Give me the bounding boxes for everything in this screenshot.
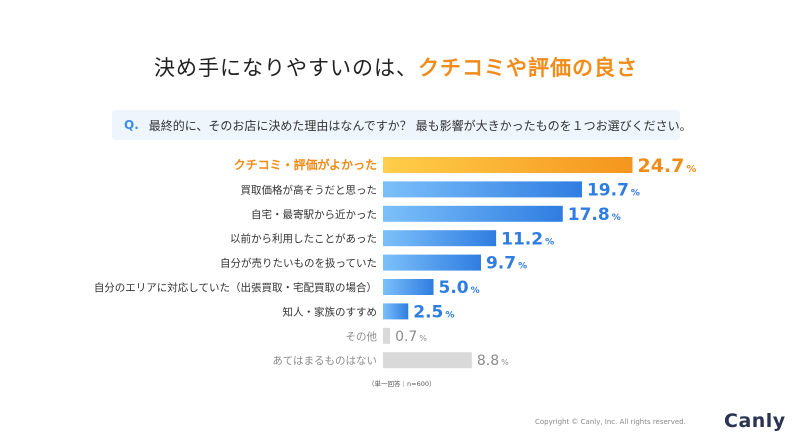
bar: [383, 230, 497, 247]
category-label: クチコミ・評価がよかった: [234, 157, 377, 172]
value-label: 0.7%: [395, 329, 427, 345]
chart-title: 決め手になりやすいのは、クチコミや評価の良さ: [0, 52, 792, 82]
chart-title-highlight: クチコミや評価の良さ: [418, 56, 638, 80]
sample-note: （単一回答｜n=600）: [368, 380, 436, 388]
value-label: 5.0%: [439, 278, 480, 298]
question-mark: Q.: [124, 118, 139, 132]
question-box: Q. 最終的に、そのお店に決めた理由はなんですか？ 最も影響が大きかったものを１…: [112, 110, 692, 140]
value-label: 19.7%: [587, 181, 640, 201]
bar: [383, 303, 409, 320]
bar: [383, 327, 391, 344]
chart-title-main: 決め手になりやすいのは、: [154, 56, 418, 80]
value-label: 24.7%: [637, 155, 696, 177]
bar: [383, 205, 563, 222]
canly-logo: Canly: [724, 410, 786, 432]
bar: [383, 254, 481, 271]
value-label: 8.8%: [477, 353, 509, 369]
copyright-text: Copyright © Canly, Inc. All rights reser…: [535, 418, 686, 426]
category-label: あてはまるものはない: [272, 355, 377, 367]
bar: [383, 181, 582, 198]
bar: [383, 352, 472, 369]
value-label: 2.5%: [413, 303, 454, 323]
bar: [383, 279, 434, 295]
bar: [383, 157, 633, 173]
category-label: その他: [346, 330, 378, 343]
question-text: 最終的に、そのお店に決めた理由はなんですか？ 最も影響が大きかったものを１つお選…: [148, 118, 692, 133]
value-label: 9.7%: [486, 254, 527, 274]
value-label: 17.8%: [568, 205, 621, 225]
category-label: 自宅・最寄駅から近かった: [251, 208, 377, 221]
category-label: 自分が売りたいものを扱っていた: [220, 257, 377, 270]
category-label: 以前から利用したことがあった: [230, 232, 377, 245]
category-label: 自分のエリアに対応していた（出張買取・宅配買取の場合）: [94, 281, 377, 294]
category-label: 買取価格が高そうだと思った: [241, 183, 378, 196]
category-label: 知人・家族のすすめ: [283, 305, 378, 318]
value-label: 11.2%: [501, 229, 554, 249]
